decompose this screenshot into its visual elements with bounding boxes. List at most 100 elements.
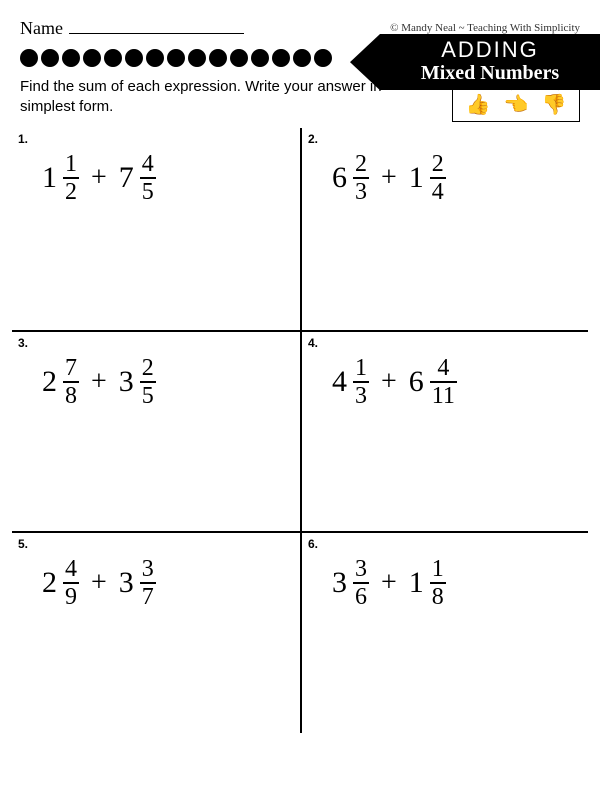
- problem-cell: 2. 623+124: [300, 128, 588, 330]
- denominator: 5: [140, 381, 156, 408]
- numerator: 4: [435, 356, 451, 381]
- numerator: 2: [430, 152, 446, 177]
- expression: 112 +745: [42, 152, 290, 204]
- whole-part: 2: [42, 566, 57, 600]
- mixed-number: 337: [119, 557, 156, 609]
- mixed-number: 623: [332, 152, 369, 204]
- numerator: 2: [140, 356, 156, 381]
- dot: [125, 49, 143, 67]
- problem-number: 4.: [308, 336, 318, 350]
- dot: [62, 49, 80, 67]
- whole-part: 4: [332, 365, 347, 399]
- name-section: Name: [20, 18, 244, 39]
- dot: [20, 49, 38, 67]
- dot: [230, 49, 248, 67]
- expression: 278+325: [42, 356, 290, 408]
- fraction: 23: [353, 152, 369, 204]
- denominator: 6: [353, 582, 369, 609]
- fraction: 78: [63, 356, 79, 408]
- problem-number: 5.: [18, 537, 28, 551]
- expression: 249 +337: [42, 557, 290, 609]
- dot: [83, 49, 101, 67]
- denominator: 7: [140, 582, 156, 609]
- mixed-number: 325: [119, 356, 156, 408]
- title-banner: ADDING Mixed Numbers: [350, 34, 600, 90]
- name-input-line[interactable]: [69, 20, 244, 34]
- plus-sign: +: [91, 567, 107, 599]
- dot: [146, 49, 164, 67]
- problem-number: 6.: [308, 537, 318, 551]
- title-line-2: Mixed Numbers: [400, 62, 580, 84]
- denominator: 8: [430, 582, 446, 609]
- whole-part: 2: [42, 365, 57, 399]
- problem-cell: 1.112+745: [12, 128, 300, 330]
- fraction: 49: [63, 557, 79, 609]
- fraction: 13: [353, 356, 369, 408]
- problem-cell: 3.278+325: [12, 330, 300, 532]
- fraction: 24: [430, 152, 446, 204]
- dot: [272, 49, 290, 67]
- mixed-number: 124: [409, 152, 446, 204]
- title-line-1: ADDING: [400, 38, 580, 62]
- denominator: 3: [353, 381, 369, 408]
- mixed-number: 278: [42, 356, 79, 408]
- whole-part: 6: [409, 365, 424, 399]
- dot: [104, 49, 122, 67]
- problem-number: 2.: [308, 132, 318, 146]
- dot: [251, 49, 269, 67]
- thumbs-side-icon[interactable]: 👈: [504, 92, 529, 117]
- expression: 623+124: [332, 152, 578, 204]
- expression: 336 +118: [332, 557, 578, 609]
- numerator: 2: [353, 152, 369, 177]
- denominator: 3: [353, 177, 369, 204]
- thumbs-up-icon[interactable]: 👍: [466, 92, 491, 117]
- dot: [188, 49, 206, 67]
- denominator: 9: [63, 582, 79, 609]
- plus-sign: +: [91, 162, 107, 194]
- problem-cell: 4.413+6411: [300, 330, 588, 532]
- plus-sign: +: [381, 567, 397, 599]
- whole-part: 3: [119, 566, 134, 600]
- mixed-number: 413: [332, 356, 369, 408]
- mixed-number: 6411: [409, 356, 457, 408]
- fraction: 45: [140, 152, 156, 204]
- mixed-number: 745: [119, 152, 156, 204]
- whole-part: 1: [409, 566, 424, 600]
- problems-grid: 1.112+7452.623+1243.278+3254.413+64115.2…: [12, 128, 588, 733]
- problem-number: 3.: [18, 336, 28, 350]
- name-label: Name: [20, 18, 63, 39]
- thumbs-down-icon[interactable]: 👎: [542, 92, 567, 117]
- numerator: 4: [63, 557, 79, 582]
- whole-part: 1: [409, 161, 424, 195]
- denominator: 4: [430, 177, 446, 204]
- numerator: 7: [63, 356, 79, 381]
- whole-part: 6: [332, 161, 347, 195]
- numerator: 1: [430, 557, 446, 582]
- plus-sign: +: [381, 366, 397, 398]
- mixed-number: 118: [409, 557, 446, 609]
- fraction: 12: [63, 152, 79, 204]
- problem-cell: 6. 336 +118: [300, 531, 588, 733]
- numerator: 1: [63, 152, 79, 177]
- denominator: 2: [63, 177, 79, 204]
- mixed-number: 336: [332, 557, 369, 609]
- whole-part: 3: [119, 365, 134, 399]
- whole-part: 1: [42, 161, 57, 195]
- problem-cell: 5. 249 +337: [12, 531, 300, 733]
- fraction: 18: [430, 557, 446, 609]
- denominator: 5: [140, 177, 156, 204]
- whole-part: 3: [332, 566, 347, 600]
- copyright-text: © Mandy Neal ~ Teaching With Simplicity: [390, 22, 580, 34]
- denominator: 11: [430, 381, 457, 408]
- numerator: 1: [353, 356, 369, 381]
- dot: [167, 49, 185, 67]
- denominator: 8: [63, 381, 79, 408]
- numerator: 4: [140, 152, 156, 177]
- whole-part: 7: [119, 161, 134, 195]
- mixed-number: 249: [42, 557, 79, 609]
- fraction: 37: [140, 557, 156, 609]
- plus-sign: +: [91, 366, 107, 398]
- dot: [314, 49, 332, 67]
- dot: [209, 49, 227, 67]
- expression: 413+6411: [332, 356, 578, 408]
